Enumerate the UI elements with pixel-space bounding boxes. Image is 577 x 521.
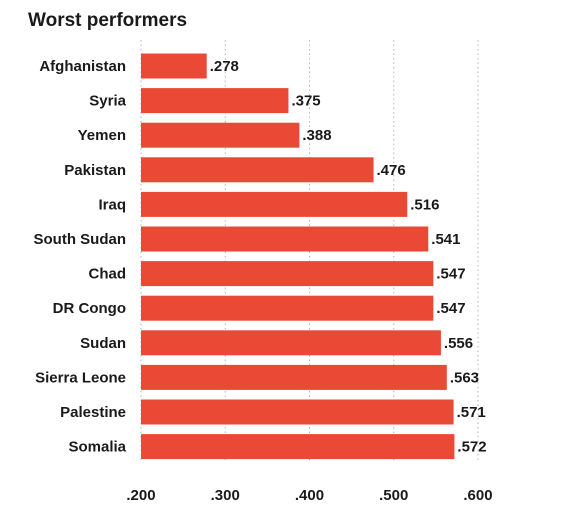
category-label: Somalia [68, 439, 126, 456]
category-label: Afghanistan [39, 58, 126, 75]
value-label: .375 [291, 93, 320, 110]
x-tick-label: .500 [379, 487, 408, 504]
value-label: .388 [302, 127, 331, 144]
bar [141, 399, 454, 425]
value-label: .563 [450, 369, 479, 386]
x-tick-label: .200 [126, 487, 155, 504]
bar [141, 191, 408, 217]
value-label: .556 [444, 335, 473, 352]
category-label: Sierra Leone [35, 369, 126, 386]
category-label: Sudan [80, 335, 126, 352]
value-label: .547 [436, 266, 465, 283]
x-axis-ticks: .200 .300 .400 .500 .600 [126, 487, 492, 504]
value-label: .541 [431, 231, 460, 248]
bar [141, 364, 447, 390]
bar [141, 122, 300, 148]
value-label: .572 [457, 439, 486, 456]
x-tick-label: .300 [211, 487, 240, 504]
bar [141, 295, 434, 321]
bar [141, 261, 434, 287]
value-labels: .278 .375 .388 .476.516 .541 .547 .547 .556 .563… [210, 58, 487, 456]
category-label: Chad [89, 266, 127, 283]
value-label: .571 [457, 404, 486, 421]
x-tick-label: .400 [295, 487, 324, 504]
bar [141, 157, 374, 183]
category-labels: Afghanistan Syria Yemen Pakistan Iraq South S… [34, 58, 127, 456]
category-label: Syria [89, 93, 126, 110]
value-label: .516 [410, 196, 439, 213]
category-label: Pakistan [64, 162, 126, 179]
value-label: .476 [377, 162, 406, 179]
bar [141, 330, 441, 356]
value-label: .547 [436, 300, 465, 317]
category-label: Yemen [78, 127, 126, 144]
bar [141, 226, 429, 252]
bar [141, 88, 289, 114]
bar [141, 434, 455, 460]
category-label: Palestine [60, 404, 126, 421]
chart-title: Worst performers [28, 10, 188, 31]
value-label: .278 [210, 58, 239, 75]
category-label: South Sudan [34, 231, 127, 248]
category-label: DR Congo [53, 300, 126, 317]
category-label: Iraq [98, 196, 126, 213]
grid-lines [140, 40, 479, 462]
bar [141, 53, 207, 79]
bars [141, 53, 455, 460]
x-tick-label: .600 [463, 487, 492, 504]
